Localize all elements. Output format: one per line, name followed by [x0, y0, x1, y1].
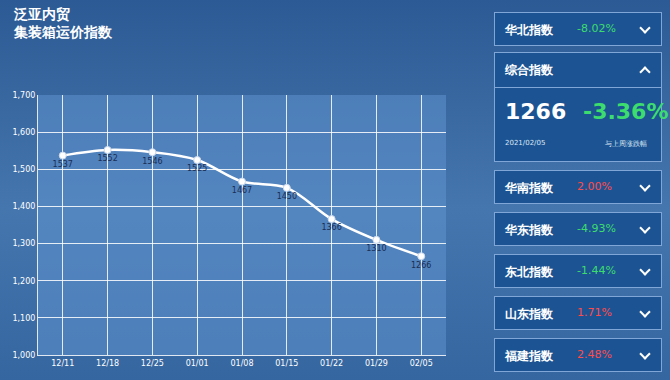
html-text:福建指数: 福建指数	[505, 349, 553, 363]
html-text:2021/02/05: 2021/02/05	[505, 139, 546, 147]
html-text:与上周涨跌幅: 与上周涨跌幅	[605, 140, 647, 148]
html-text:山东指数: 山东指数	[505, 307, 553, 321]
svg-text:1450: 1450	[277, 192, 297, 201]
svg-text:1,100: 1,100	[12, 314, 35, 323]
svg-text:1,600: 1,600	[12, 128, 35, 137]
svg-text:1310: 1310	[366, 244, 386, 253]
svg-text:1,700: 1,700	[12, 91, 35, 100]
svg-text:1,300: 1,300	[12, 239, 35, 248]
svg-text:1,200: 1,200	[12, 277, 35, 286]
svg-text:01/15: 01/15	[275, 359, 298, 368]
svg-text:1525: 1525	[187, 164, 207, 173]
svg-text:1546: 1546	[142, 157, 162, 166]
svg-text:12/25: 12/25	[141, 359, 164, 368]
svg-text:01/29: 01/29	[365, 359, 388, 368]
svg-text:1537: 1537	[53, 160, 73, 169]
svg-text:02/05: 02/05	[410, 359, 433, 368]
html-text:华东指数: 华东指数	[505, 223, 553, 237]
html-text:1.71%: 1.71%	[577, 306, 612, 319]
svg-text:1,500: 1,500	[12, 165, 35, 174]
html-text:2.48%: 2.48%	[577, 348, 612, 361]
html-text:-4.93%: -4.93%	[577, 222, 616, 235]
svg-text:泛亚内贸集装箱运价指数: 泛亚内贸集装箱运价指数	[13, 6, 113, 40]
svg-text:1266: 1266	[411, 261, 431, 270]
html-text:-3.36%: -3.36%	[583, 99, 669, 124]
svg-text:1366: 1366	[321, 223, 341, 232]
html-text:综合指数: 综合指数	[505, 63, 553, 77]
svg-text:12/11: 12/11	[51, 359, 74, 368]
svg-text:1,400: 1,400	[12, 202, 35, 211]
svg-text:01/08: 01/08	[230, 359, 253, 368]
svg-text:01/01: 01/01	[186, 359, 209, 368]
svg-text:12/18: 12/18	[96, 359, 119, 368]
html-text:华北指数: 华北指数	[505, 23, 553, 37]
html-text:华南指数: 华南指数	[505, 181, 553, 195]
html-text:1266: 1266	[505, 99, 567, 124]
html-text:东北指数: 东北指数	[505, 265, 553, 279]
html-text:-1.44%: -1.44%	[577, 264, 616, 277]
svg-text:1,000: 1,000	[12, 351, 35, 360]
svg-text:1552: 1552	[97, 154, 117, 163]
html-text:2.00%: 2.00%	[577, 180, 612, 193]
svg-text:1467: 1467	[232, 186, 252, 195]
svg-text:01/22: 01/22	[320, 359, 343, 368]
html-text:-8.02%: -8.02%	[577, 22, 616, 35]
